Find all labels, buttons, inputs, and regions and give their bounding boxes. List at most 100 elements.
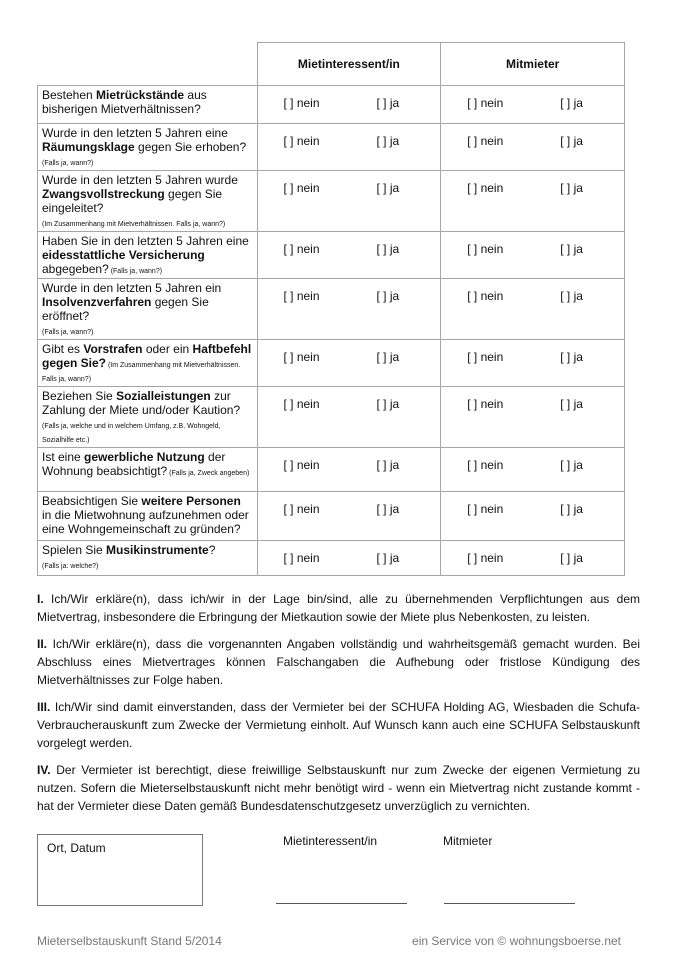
question-text: Bestehen	[42, 88, 97, 102]
tenant-answer-cell: [ ] nein [ ] ja	[256, 339, 442, 387]
cotenant-checkbox-ja[interactable]: [ ] ja	[560, 96, 583, 110]
cotenant-answer-cell: [ ] nein [ ] ja	[440, 231, 625, 279]
question-text: Gibt es	[42, 342, 84, 356]
tenant-checkbox-ja[interactable]: [ ] ja	[376, 181, 400, 195]
declaration-paragraph: II. Ich/Wir erkläre(n), dass die vorgena…	[37, 635, 640, 689]
question-text: Räumungsklage	[42, 140, 135, 154]
paragraph-text: Ich/Wir sind damit einverstanden, dass d…	[37, 700, 640, 750]
tenant-answer-cell: [ ] nein [ ] ja	[256, 491, 442, 541]
tenant-checkbox-nein[interactable]: [ ] nein	[283, 242, 320, 256]
cotenant-checkbox-ja[interactable]: [ ] ja	[560, 289, 583, 303]
table-row: Beabsichtigen Sie weitere Personen in di…	[37, 491, 625, 541]
tenant-checkbox-nein[interactable]: [ ] nein	[283, 551, 320, 565]
tenant-checkbox-ja[interactable]: [ ] ja	[376, 134, 400, 148]
paragraph-text: Ich/Wir erkläre(n), dass ich/wir in der …	[37, 592, 640, 624]
question-note: (Im Zusammenhang mit Mietverhältnissen. …	[42, 362, 241, 383]
cotenant-checkbox-ja[interactable]: [ ] ja	[560, 551, 583, 565]
cotenant-checkbox-ja[interactable]: [ ] ja	[560, 350, 583, 364]
question-text: Spielen Sie	[42, 543, 107, 557]
cotenant-answer-cell: [ ] nein [ ] ja	[440, 386, 625, 448]
paragraph-number: III.	[37, 700, 51, 714]
cotenant-answer-cell: [ ] nein [ ] ja	[440, 491, 625, 541]
cotenant-checkbox-nein[interactable]: [ ] nein	[467, 96, 504, 110]
tenant-checkbox-ja[interactable]: [ ] ja	[376, 397, 400, 411]
signature-area: Ort, Datum Mietinteressent/in Mitmieter	[37, 834, 640, 914]
cotenant-checkbox-ja[interactable]: [ ] ja	[560, 458, 583, 472]
question-text: eidesstattliche Versicherung	[42, 248, 205, 262]
table-row: Wurde in den letzten 5 Jahren ein Insolv…	[37, 278, 625, 340]
cotenant-checkbox-nein[interactable]: [ ] nein	[467, 134, 504, 148]
question-cell: Gibt es Vorstrafen oder ein Haftbefehl g…	[37, 339, 258, 387]
tenant-answer-cell: [ ] nein [ ] ja	[256, 170, 442, 232]
question-note: (Falls ja, wann?)	[42, 160, 94, 167]
cotenant-checkbox-nein[interactable]: [ ] nein	[467, 181, 504, 195]
cotenant-answer-cell: [ ] nein [ ] ja	[440, 540, 625, 576]
tenant-checkbox-ja[interactable]: [ ] ja	[376, 551, 400, 565]
question-text: aus bisherigen Mietverhältnissen?	[42, 88, 207, 116]
tenant-checkbox-nein[interactable]: [ ] nein	[283, 134, 320, 148]
cotenant-signature-label: Mitmieter	[443, 834, 493, 848]
tenant-checkbox-ja[interactable]: [ ] ja	[376, 458, 400, 472]
cotenant-signature-line[interactable]	[444, 903, 575, 904]
cotenant-checkbox-ja[interactable]: [ ] ja	[560, 242, 583, 256]
declaration-paragraph: IV. Der Vermieter ist berechtigt, diese …	[37, 761, 640, 815]
tenant-checkbox-nein[interactable]: [ ] nein	[283, 96, 320, 110]
footer-right: ein Service von © wohnungsboerse.net	[412, 934, 621, 948]
table-row: Spielen Sie Musikinstrumente? (Falls ja: …	[37, 540, 625, 576]
tenant-checkbox-nein[interactable]: [ ] nein	[283, 350, 320, 364]
cotenant-checkbox-nein[interactable]: [ ] nein	[467, 551, 504, 565]
cotenant-checkbox-nein[interactable]: [ ] nein	[467, 397, 504, 411]
cotenant-checkbox-ja[interactable]: [ ] ja	[560, 134, 583, 148]
tenant-checkbox-ja[interactable]: [ ] ja	[376, 96, 400, 110]
tenant-checkbox-nein[interactable]: [ ] nein	[283, 289, 320, 303]
tenant-answer-cell: [ ] nein [ ] ja	[256, 447, 442, 492]
question-text: Haftbefehl gegen Sie?	[42, 342, 252, 370]
question-cell: Ist eine gewerbliche Nutzung der Wohnung…	[37, 447, 258, 492]
paragraph-number: I.	[37, 592, 44, 606]
cotenant-checkbox-ja[interactable]: [ ] ja	[560, 502, 583, 516]
question-note: (Im Zusammenhang mit Mietverhältnissen. …	[42, 221, 226, 228]
tenant-checkbox-nein[interactable]: [ ] nein	[283, 397, 320, 411]
tenant-answer-cell: [ ] nein [ ] ja	[256, 85, 442, 124]
question-text: gegen Sie eröffnet?	[42, 295, 209, 323]
tenant-checkbox-ja[interactable]: [ ] ja	[376, 502, 400, 516]
question-text: Insolvenzverfahren	[42, 295, 152, 309]
tenant-answer-cell: [ ] nein [ ] ja	[256, 386, 442, 448]
cotenant-answer-cell: [ ] nein [ ] ja	[440, 278, 625, 340]
paragraph-text: Der Vermieter ist berechtigt, diese frei…	[37, 763, 640, 813]
tenant-checkbox-ja[interactable]: [ ] ja	[376, 242, 400, 256]
cotenant-checkbox-nein[interactable]: [ ] nein	[467, 458, 504, 472]
header-tenant: Mietinteressent/in	[256, 42, 442, 86]
cotenant-checkbox-ja[interactable]: [ ] ja	[560, 181, 583, 195]
tenant-checkbox-nein[interactable]: [ ] nein	[283, 502, 320, 516]
cotenant-checkbox-nein[interactable]: [ ] nein	[467, 502, 504, 516]
tenant-checkbox-ja[interactable]: [ ] ja	[376, 350, 400, 364]
question-text: Haben Sie in den letzten 5 Jahren eine	[42, 234, 249, 248]
place-date-box[interactable]: Ort, Datum	[37, 834, 203, 906]
cotenant-answer-cell: [ ] nein [ ] ja	[440, 339, 625, 387]
place-date-label: Ort, Datum	[47, 841, 106, 855]
tenant-answer-cell: [ ] nein [ ] ja	[256, 278, 442, 340]
cotenant-checkbox-nein[interactable]: [ ] nein	[467, 289, 504, 303]
tenant-checkbox-ja[interactable]: [ ] ja	[376, 289, 400, 303]
tenant-signature-line[interactable]	[276, 903, 407, 904]
question-text: Vorstrafen	[83, 342, 143, 356]
question-text: gewerbliche Nutzung	[84, 450, 205, 464]
question-text: in die Mietwohnung aufzunehmen oder eine…	[42, 508, 249, 536]
question-note: (Falls ja: welche?)	[42, 563, 99, 570]
question-text: Wurde in den letzten 5 Jahren ein	[42, 281, 222, 295]
cotenant-answer-cell: [ ] nein [ ] ja	[440, 447, 625, 492]
cotenant-checkbox-ja[interactable]: [ ] ja	[560, 397, 583, 411]
cotenant-checkbox-nein[interactable]: [ ] nein	[467, 242, 504, 256]
question-text: ?	[208, 543, 216, 557]
tenant-answer-cell: [ ] nein [ ] ja	[256, 231, 442, 279]
declarations: I. Ich/Wir erkläre(n), dass ich/wir in d…	[37, 590, 640, 824]
tenant-checkbox-nein[interactable]: [ ] nein	[283, 458, 320, 472]
empty-header-cell	[38, 43, 258, 86]
question-text: oder ein	[142, 342, 193, 356]
cotenant-checkbox-nein[interactable]: [ ] nein	[467, 350, 504, 364]
question-text: Wurde in den letzten 5 Jahren wurde	[42, 173, 238, 187]
tenant-checkbox-nein[interactable]: [ ] nein	[283, 181, 320, 195]
question-text: abgegeben?	[42, 262, 109, 276]
